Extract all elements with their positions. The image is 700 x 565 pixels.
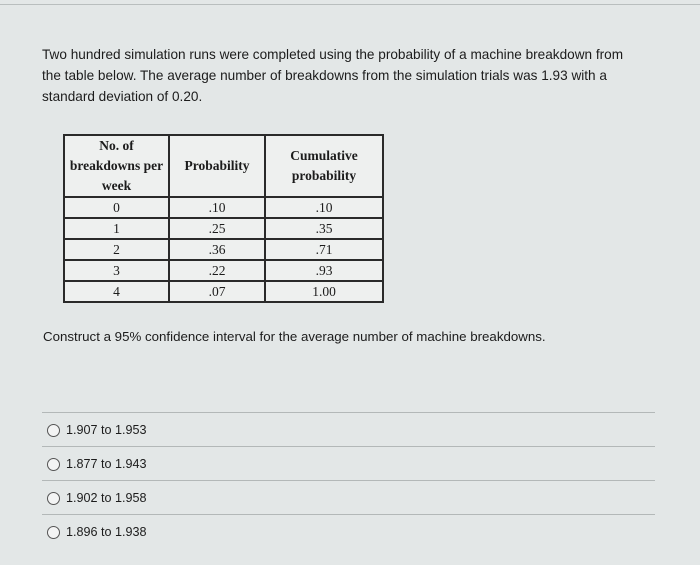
cell: .10 xyxy=(264,196,384,219)
header-cumulative: Cumulative probability xyxy=(264,134,384,198)
cell: 0 xyxy=(63,196,170,219)
answer-option-4[interactable]: 1.896 to 1.938 xyxy=(47,525,147,539)
answer-option-3[interactable]: 1.902 to 1.958 xyxy=(47,491,147,505)
divider xyxy=(42,480,655,481)
table-row: 2.36.71 xyxy=(63,238,384,261)
cell: 1 xyxy=(63,217,170,240)
table-row: 1.25.35 xyxy=(63,217,384,240)
divider xyxy=(42,514,655,515)
divider xyxy=(42,446,655,447)
question-text: Construct a 95% confidence interval for … xyxy=(43,329,546,344)
cell: 2 xyxy=(63,238,170,261)
question-intro: Two hundred simulation runs were complet… xyxy=(42,47,624,104)
cell: .93 xyxy=(264,259,384,282)
cell: 4 xyxy=(63,280,170,303)
radio-button[interactable] xyxy=(47,423,60,437)
cell: .71 xyxy=(264,238,384,261)
header-probability: Probability xyxy=(168,134,266,198)
answer-option-2[interactable]: 1.877 to 1.943 xyxy=(47,457,147,471)
option-label: 1.902 to 1.958 xyxy=(66,491,147,505)
cell: .35 xyxy=(264,217,384,240)
option-label: 1.907 to 1.953 xyxy=(66,423,147,437)
option-label: 1.877 to 1.943 xyxy=(66,457,147,471)
option-label: 1.896 to 1.938 xyxy=(66,525,147,539)
cell: .25 xyxy=(168,217,266,240)
breakdown-probability-table: No. of breakdowns per week Probability C… xyxy=(63,134,384,303)
table-header-row: No. of breakdowns per week Probability C… xyxy=(63,134,384,198)
radio-button[interactable] xyxy=(47,491,60,505)
top-divider xyxy=(0,4,700,5)
table-row: 0.10.10 xyxy=(63,196,384,219)
radio-button[interactable] xyxy=(47,525,60,539)
table-row: 3.22.93 xyxy=(63,259,384,282)
cell: .07 xyxy=(168,280,266,303)
cell: .36 xyxy=(168,238,266,261)
divider xyxy=(42,412,655,413)
table-row: 4.07 1.00 xyxy=(63,280,384,303)
cell: .22 xyxy=(168,259,266,282)
cell: .10 xyxy=(168,196,266,219)
header-breakdowns: No. of breakdowns per week xyxy=(63,134,170,198)
cell: 1.00 xyxy=(264,280,384,303)
radio-button[interactable] xyxy=(47,457,60,471)
cell: 3 xyxy=(63,259,170,282)
answer-option-1[interactable]: 1.907 to 1.953 xyxy=(47,423,147,437)
